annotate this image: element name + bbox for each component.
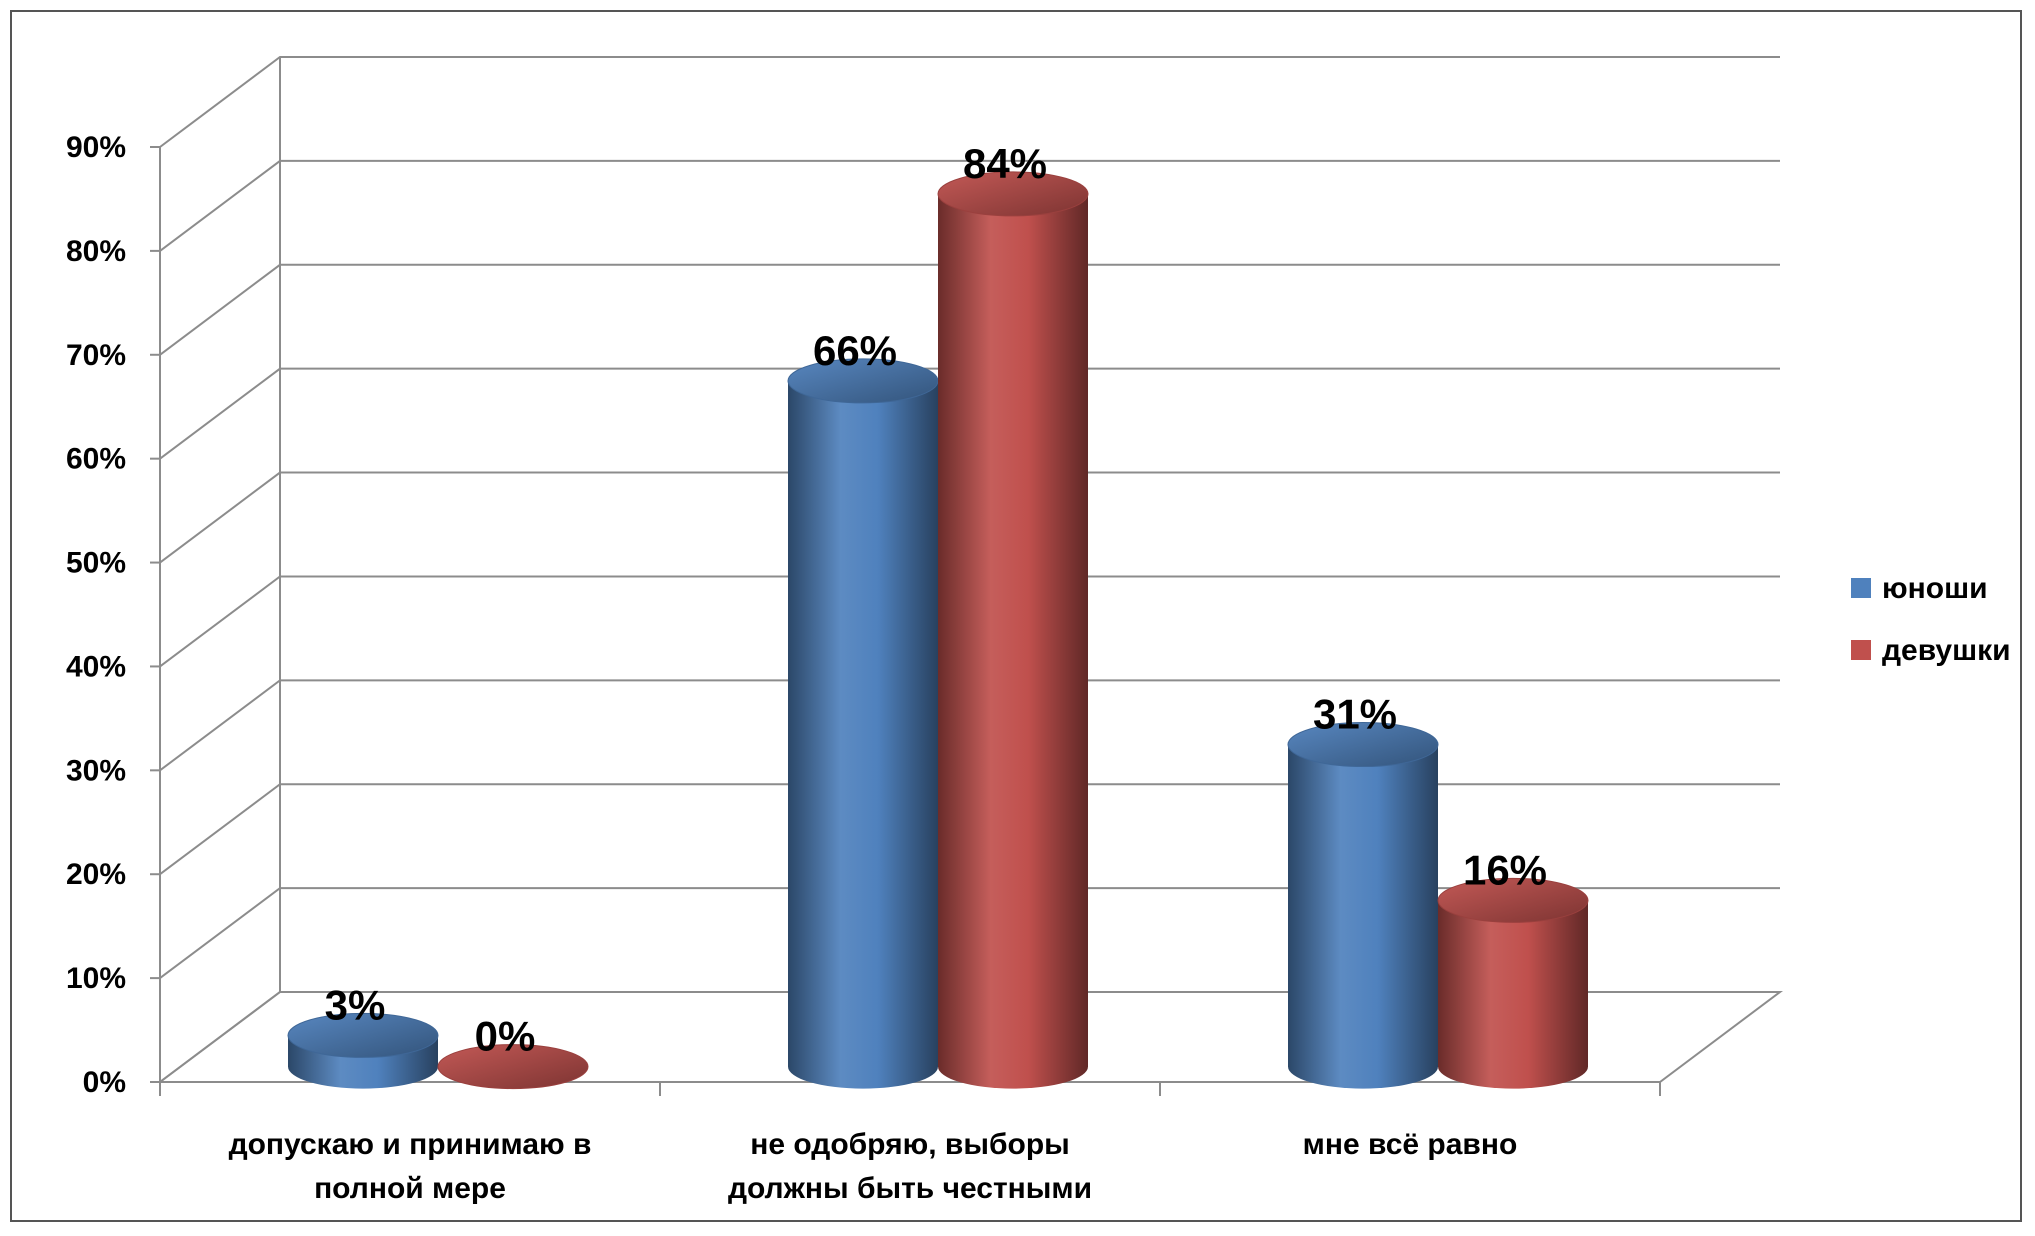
- bar-body: [788, 380, 938, 1089]
- category-label: не одобряю, выборы должны быть честными: [728, 1128, 1092, 1205]
- y-tick-label: 0%: [83, 1066, 126, 1099]
- data-label: 66%: [813, 327, 897, 374]
- data-label: 31%: [1313, 691, 1397, 738]
- data-label: 16%: [1463, 846, 1547, 893]
- y-tick-label: 20%: [66, 858, 126, 891]
- bar-top: [287, 1012, 439, 1058]
- category-label: мне всё равно: [1303, 1128, 1518, 1161]
- bar-0-1: [787, 358, 939, 1089]
- category-label-line: должны быть честными: [728, 1172, 1092, 1205]
- data-labels: 3% 0% 66% 84% 31% 16%: [325, 140, 1547, 1060]
- bars: [287, 171, 1589, 1090]
- data-label: 3%: [325, 981, 386, 1028]
- y-tick-label: 50%: [66, 547, 126, 580]
- legend: юноши девушки: [1851, 572, 2011, 667]
- bar-body: [1438, 900, 1588, 1089]
- y-tick-label: 40%: [66, 650, 126, 683]
- data-label: 0%: [475, 1013, 536, 1060]
- side-wall: [160, 57, 280, 1082]
- bar-body: [938, 193, 1088, 1089]
- bar-body: [1288, 744, 1438, 1089]
- data-label: 84%: [963, 140, 1047, 187]
- bar-0-2: [1287, 722, 1439, 1089]
- bar-1-2: [1437, 877, 1589, 1089]
- y-tick-label: 60%: [66, 443, 126, 476]
- bar-top: [937, 171, 1089, 217]
- legend-label: девушки: [1882, 634, 2011, 667]
- legend-swatch: [1851, 640, 1871, 660]
- y-tick-label: 90%: [66, 131, 126, 164]
- y-tick-label: 30%: [66, 754, 126, 787]
- bar-top: [1437, 877, 1589, 923]
- y-tick-label: 70%: [66, 339, 126, 372]
- y-tick-label: 10%: [66, 962, 126, 995]
- legend-label: юноши: [1882, 572, 1988, 605]
- category-label-line: допускаю и принимаю в: [229, 1128, 592, 1161]
- bar-0-0: [287, 1012, 439, 1089]
- gridline: [159, 56, 1780, 148]
- bar-1-0: [437, 1044, 589, 1090]
- category-label-line: не одобряю, выборы: [750, 1128, 1070, 1161]
- bar-1-1: [937, 171, 1089, 1089]
- y-tick-label: 80%: [66, 235, 126, 268]
- category-label-line: мне всё равно: [1303, 1128, 1518, 1161]
- bar-top: [437, 1044, 589, 1090]
- bar-top: [1287, 722, 1439, 768]
- category-label: допускаю и принимаю в полной мере: [229, 1128, 592, 1205]
- category-label-line: полной мере: [314, 1172, 506, 1205]
- legend-swatch: [1851, 578, 1871, 598]
